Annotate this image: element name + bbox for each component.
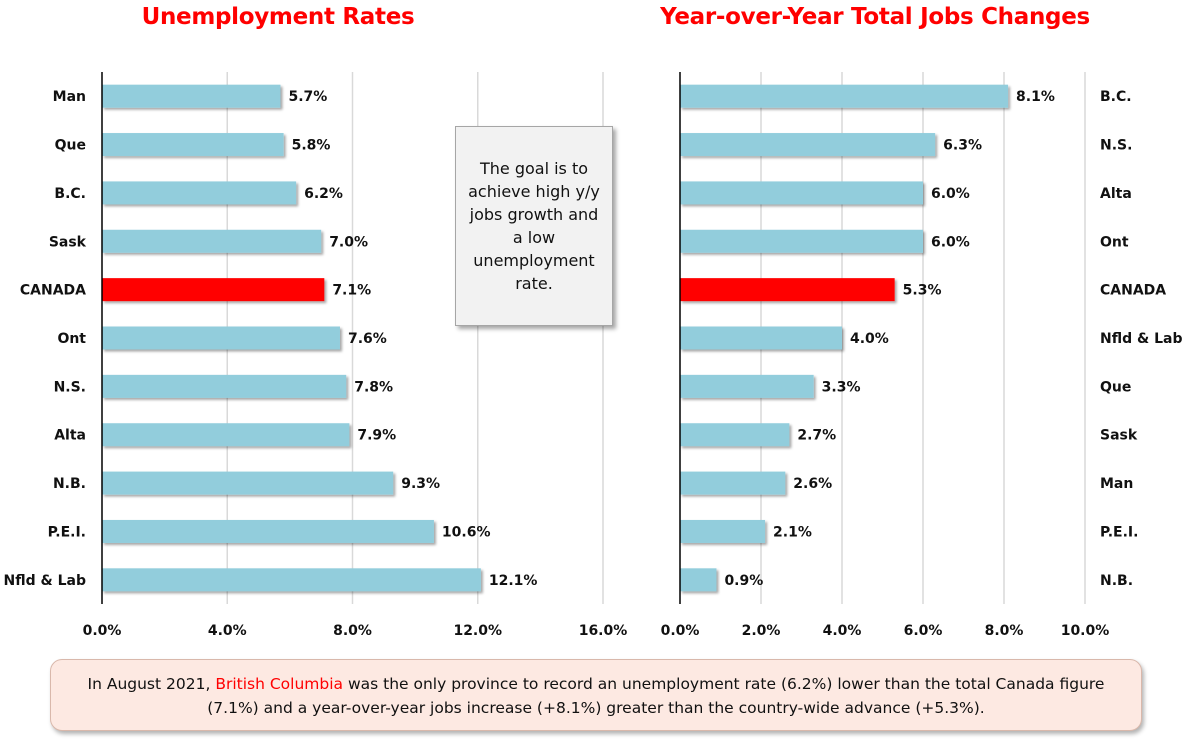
unemployment-value-label: 12.1% [489, 573, 538, 589]
goal-callout-text: The goal is to achieve high y/y jobs gro… [468, 159, 600, 293]
unemployment-value-label: 7.0% [329, 234, 368, 250]
jobs-bar-nfld-lab [680, 326, 842, 350]
unemployment-bar-b-c- [102, 181, 297, 205]
footnote-highlight: British Columbia [215, 675, 344, 693]
unemployment-chart-title: Unemployment Rates [141, 4, 415, 30]
jobs-category-label: Nfld & Lab [1100, 331, 1182, 347]
jobs-value-label: 6.0% [931, 234, 970, 250]
goal-callout-box: The goal is to achieve high y/y jobs gro… [455, 126, 613, 326]
footnote-prefix: In August 2021, [87, 675, 216, 693]
unemployment-value-label: 5.7% [288, 89, 327, 105]
jobs-category-label: Ont [1100, 234, 1129, 250]
unemployment-category-label: B.C. [54, 186, 86, 202]
unemployment-x-tick-label: 0.0% [83, 623, 122, 639]
unemployment-category-label: Man [53, 89, 86, 105]
unemployment-bar-p-e-i- [102, 519, 434, 543]
jobs-value-label: 2.7% [797, 428, 836, 444]
jobs-value-label: 2.6% [793, 476, 832, 492]
jobs-category-label: Alta [1100, 186, 1132, 202]
unemployment-value-label: 6.2% [304, 186, 343, 202]
jobs-category-label: Que [1100, 379, 1131, 395]
jobs-value-label: 5.3% [903, 283, 942, 299]
unemployment-bar-que [102, 133, 284, 157]
jobs-x-tick-label: 6.0% [904, 623, 943, 639]
jobs-chart-title: Year-over-Year Total Jobs Changes [660, 4, 1090, 30]
jobs-bar-canada [680, 278, 895, 302]
unemployment-bar-sask [102, 229, 322, 253]
jobs-x-tick-label: 0.0% [661, 623, 700, 639]
unemployment-category-label: Que [55, 138, 86, 154]
jobs-bar-b-c- [680, 84, 1009, 108]
jobs-category-label: P.E.I. [1100, 524, 1138, 540]
jobs-x-tick-label: 10.0% [1061, 623, 1110, 639]
jobs-x-tick-label: 8.0% [985, 623, 1024, 639]
jobs-category-label: CANADA [1100, 283, 1166, 299]
unemployment-value-label: 7.8% [354, 379, 393, 395]
jobs-value-label: 2.1% [773, 524, 812, 540]
jobs-bar-p-e-i- [680, 519, 766, 543]
unemployment-category-label: CANADA [20, 283, 86, 299]
jobs-bar-que [680, 374, 814, 398]
jobs-value-label: 3.3% [822, 379, 861, 395]
unemployment-x-tick-label: 12.0% [453, 623, 502, 639]
jobs-bar-man [680, 471, 786, 495]
jobs-value-label: 6.3% [943, 138, 982, 154]
unemployment-value-label: 10.6% [442, 524, 491, 540]
unemployment-value-label: 9.3% [401, 476, 440, 492]
unemployment-value-label: 7.6% [348, 331, 387, 347]
unemployment-bar-ont [102, 326, 340, 350]
unemployment-bar-n-b- [102, 471, 394, 495]
jobs-bar-ont [680, 229, 923, 253]
jobs-value-label: 4.0% [850, 331, 889, 347]
unemployment-x-tick-label: 8.0% [333, 623, 372, 639]
unemployment-bar-nfld-lab [102, 568, 481, 592]
jobs-bar-n-s- [680, 133, 936, 157]
jobs-category-label: N.B. [1100, 573, 1133, 589]
jobs-x-tick-label: 2.0% [742, 623, 781, 639]
unemployment-bar-man [102, 84, 281, 108]
jobs-category-label: B.C. [1100, 89, 1132, 105]
jobs-bar-alta [680, 181, 923, 205]
unemployment-value-label: 7.1% [332, 283, 371, 299]
jobs-value-label: 0.9% [724, 573, 763, 589]
jobs-category-label: N.S. [1100, 138, 1132, 154]
unemployment-category-label: Nfld & Lab [4, 573, 86, 589]
unemployment-category-label: N.B. [53, 476, 86, 492]
unemployment-x-tick-label: 4.0% [208, 623, 247, 639]
unemployment-bar-n-s- [102, 374, 347, 398]
unemployment-x-tick-label: 16.0% [579, 623, 628, 639]
jobs-x-tick-label: 4.0% [823, 623, 862, 639]
jobs-category-label: Sask [1100, 428, 1138, 444]
unemployment-bar-alta [102, 423, 350, 447]
unemployment-rates-chart: 5.7% Man 5.8% Que 6.2% B.C. 7.0% Sask 7.1% CANADA… [4, 72, 628, 639]
jobs-bar-n-b- [680, 568, 717, 592]
jobs-changes-chart: 8.1% B.C. 6.3% N.S. 6.0% Alta 6.0% Ont 5.3% CANAD… [661, 72, 1182, 639]
jobs-value-label: 6.0% [931, 186, 970, 202]
footnote-suffix: was the only province to record an unemp… [207, 675, 1105, 717]
jobs-value-label: 8.1% [1016, 89, 1055, 105]
unemployment-category-label: Sask [49, 234, 87, 250]
unemployment-category-label: Ont [57, 331, 86, 347]
unemployment-category-label: N.S. [54, 379, 86, 395]
jobs-category-label: Man [1100, 476, 1133, 492]
jobs-bar-sask [680, 423, 790, 447]
summary-footnote: In August 2021, British Columbia was the… [50, 659, 1142, 731]
unemployment-category-label: Alta [54, 428, 86, 444]
unemployment-category-label: P.E.I. [48, 524, 86, 540]
unemployment-bar-canada [102, 278, 325, 302]
unemployment-value-label: 5.8% [292, 138, 331, 154]
unemployment-value-label: 7.9% [357, 428, 396, 444]
